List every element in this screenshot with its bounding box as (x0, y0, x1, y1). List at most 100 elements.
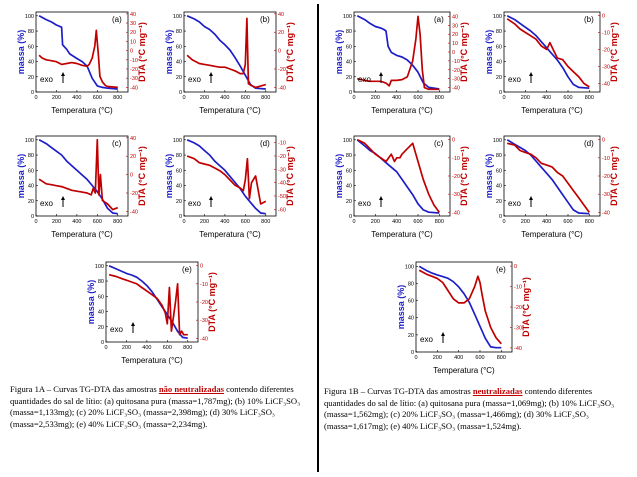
y-left-tick-label: 40 (408, 316, 414, 322)
y-left-tick-label: 40 (496, 60, 502, 66)
y-left-axis-label: massa (%) (334, 30, 344, 75)
y-left-tick-label: 100 (343, 14, 352, 20)
y-left-axis-label: massa (%) (16, 154, 26, 199)
y-right-tick-label: 20 (452, 32, 458, 38)
x-tick-label: 600 (241, 219, 250, 225)
x-tick-label: 400 (454, 355, 463, 361)
exo-label: exo (420, 335, 433, 344)
x-tick-label: 400 (72, 95, 81, 101)
x-tick-label: 200 (200, 219, 209, 225)
y-right-tick-label: 30 (452, 23, 458, 29)
y-right-tick-label: 20 (278, 30, 284, 36)
y-left-tick-label: 60 (408, 299, 414, 305)
x-tick-label: 800 (435, 95, 444, 101)
y-right-tick-label: 0 (200, 264, 203, 270)
exo-label: exo (40, 199, 53, 208)
x-tick-label: 600 (413, 219, 422, 225)
x-tick-label: 400 (142, 345, 151, 351)
y-right-tick-label: 40 (278, 12, 284, 18)
y-right-axis-label: DTA (°C mg⁻¹) (285, 146, 295, 206)
y-right-tick-label: -10 (452, 156, 460, 162)
x-tick-label: 200 (52, 95, 61, 101)
y-right-axis-label: DTA (°C mg⁻¹) (609, 22, 619, 82)
y-right-axis-label: DTA (°C mg⁻¹) (459, 146, 469, 206)
tg-mass-line (38, 139, 118, 215)
y-right-tick-label: -30 (130, 76, 138, 82)
exo-label: exo (358, 75, 371, 84)
y-right-tick-label: -30 (602, 192, 610, 198)
y-left-axis-label: massa (%) (484, 154, 494, 199)
y-right-tick-label: -30 (602, 64, 610, 70)
exo-arrow-head-icon (379, 72, 383, 76)
y-left-axis-label: massa (%) (396, 285, 406, 330)
y-right-axis-label: DTA (°C mg⁻¹) (137, 146, 147, 206)
x-tick-label: 0 (502, 219, 505, 225)
x-axis-label: Temperatura (°C) (199, 230, 261, 239)
y-left-tick-label: 80 (346, 29, 352, 35)
y-left-tick-label: 20 (408, 333, 414, 339)
x-tick-label: 200 (52, 219, 61, 225)
y-left-tick-label: 0 (179, 90, 182, 96)
figure-b-caption: Figura 1B – Curvas TG-DTA das amostras n… (324, 386, 630, 432)
y-left-tick-label: 80 (408, 281, 414, 287)
dta-line (38, 29, 118, 89)
y-right-tick-label: -40 (602, 81, 610, 87)
y-right-axis-label: DTA (°C mg⁻¹) (207, 272, 217, 332)
x-axis-label: Temperatura (°C) (371, 230, 433, 239)
y-right-tick-label: 40 (130, 12, 136, 18)
y-left-tick-label: 60 (346, 44, 352, 50)
y-left-tick-label: 40 (98, 310, 104, 316)
exo-arrow-head-icon (529, 196, 533, 200)
plot-frame (183, 135, 277, 217)
chart-panel-A-a: 0 200 400 600 800 0 20 40 60 80 100 40 30 20 10 0 -10 -20… (16, 4, 148, 122)
y-left-tick-label: 20 (346, 199, 352, 205)
y-right-tick-label: -40 (452, 210, 460, 216)
exo-arrow-head-icon (441, 332, 445, 336)
x-tick-label: 600 (163, 345, 172, 351)
y-right-tick-label: 30 (130, 21, 136, 27)
y-left-tick-label: 100 (405, 264, 414, 270)
x-axis-label: Temperatura (°C) (371, 106, 433, 115)
y-left-tick-label: 20 (176, 75, 182, 81)
exo-label: exo (110, 325, 123, 334)
panel-letter: (a) (434, 15, 444, 24)
plot-frame (503, 11, 601, 93)
y-right-tick-label: -20 (514, 305, 522, 311)
dta-line (38, 138, 119, 211)
panel-letter: (d) (260, 139, 270, 148)
tg-mass-line (186, 139, 266, 215)
y-right-tick-label: -30 (452, 192, 460, 198)
y-right-axis-label: DTA (°C mg⁻¹) (285, 22, 295, 82)
y-right-axis-label: DTA (°C mg⁻¹) (459, 22, 469, 82)
y-left-tick-label: 20 (496, 199, 502, 205)
y-left-tick-label: 100 (173, 14, 182, 20)
x-tick-label: 400 (542, 95, 551, 101)
y-right-tick-label: 10 (130, 39, 136, 45)
y-right-tick-label: -30 (514, 325, 522, 331)
y-right-tick-label: -40 (130, 85, 138, 91)
panel-letter: (c) (112, 139, 122, 148)
x-tick-label: 600 (475, 355, 484, 361)
x-axis-label: Temperatura (°C) (121, 356, 183, 365)
x-tick-label: 800 (497, 355, 506, 361)
x-tick-label: 800 (435, 219, 444, 225)
y-right-tick-label: -30 (452, 77, 460, 83)
exo-label: exo (358, 199, 371, 208)
plot-frame (35, 135, 129, 217)
x-tick-label: 0 (352, 95, 355, 101)
chart-A-e: 0 200 400 600 800 0 20 40 60 80 100 0 -10 -20 -30 -40 (e… (86, 261, 217, 365)
plot-frame (35, 11, 129, 93)
y-right-tick-label: -40 (514, 346, 522, 352)
figure-a-caption: Figura 1A – Curvas TG-DTA das amostras n… (10, 384, 312, 430)
chart-panel-B-d: 0 200 400 600 800 0 20 40 60 80 100 0 -10 -20 -30 -40 (d… (484, 128, 620, 246)
y-right-tick-label: -10 (514, 285, 522, 291)
x-tick-label: 200 (521, 95, 530, 101)
y-left-tick-label: 100 (25, 138, 34, 144)
panel-letter: (b) (260, 15, 270, 24)
x-tick-label: 0 (182, 95, 185, 101)
x-tick-label: 600 (93, 95, 102, 101)
figure-a-caption-rest: contendo diferentes quantidades do sal d… (10, 384, 301, 429)
y-left-tick-label: 100 (493, 14, 502, 20)
y-right-tick-label: -20 (200, 300, 208, 306)
